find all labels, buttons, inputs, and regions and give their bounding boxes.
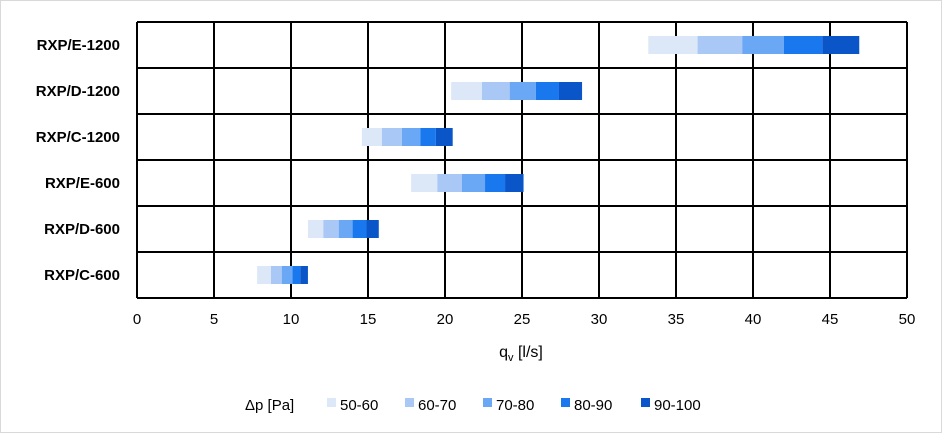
bar-segment-5-2	[281, 266, 293, 284]
bar-segment-1-4	[558, 82, 583, 100]
x-tick-label-9: 45	[822, 311, 839, 328]
bar-segment-3-1	[437, 174, 462, 192]
legend-label-4: 90-100	[654, 397, 701, 414]
legend: Δp [Pa] 50-60 60-70 70-80 80-90 90-100	[245, 397, 701, 414]
x-tick-label-5: 25	[514, 311, 531, 328]
bar-segment-2-1	[381, 128, 402, 146]
bar-segment-1-3	[535, 82, 559, 100]
bar-segment-1-1	[481, 82, 510, 100]
bar-segment-4-4	[366, 220, 379, 238]
bar-segment-3-4	[505, 174, 524, 192]
x-tick-label-3: 15	[360, 311, 377, 328]
bar-segment-5-0	[257, 266, 271, 284]
x-tick-label-10: 50	[899, 311, 916, 328]
x-tick-labels: 0 5 10 15 20 25 30 35 40 45 50	[133, 311, 916, 328]
legend-swatch-0	[327, 398, 336, 407]
bar-segment-4-0	[307, 220, 324, 238]
bar-segment-5-4	[300, 266, 308, 284]
grid	[136, 21, 908, 299]
legend-label-0: 50-60	[340, 397, 378, 414]
bar-segment-2-4	[435, 128, 453, 146]
bar-segment-4-1	[323, 220, 339, 238]
legend-swatch-2	[483, 398, 492, 407]
bar-segment-1-2	[509, 82, 536, 100]
x-tick-label-7: 35	[668, 311, 685, 328]
category-label-1: RXP/D-1200	[36, 83, 120, 100]
bar-segment-2-2	[401, 128, 421, 146]
bar-segment-4-3	[352, 220, 367, 238]
x-tick-label-0: 0	[133, 311, 141, 328]
category-label-4: RXP/D-600	[44, 221, 120, 238]
legend-swatch-3	[561, 398, 570, 407]
bar-segment-1-0	[451, 82, 482, 100]
legend-label-1: 60-70	[418, 397, 456, 414]
category-label-2: RXP/C-1200	[36, 129, 120, 146]
x-axis-title-main: q	[499, 344, 508, 361]
bar-segment-2-3	[420, 128, 436, 146]
bar-segment-2-0	[361, 128, 382, 146]
x-tick-label-8: 40	[745, 311, 762, 328]
x-axis-title-unit: [l/s]	[514, 344, 543, 361]
legend-title: Δp [Pa]	[245, 397, 294, 414]
x-axis-title-subscript: v	[508, 352, 514, 364]
x-axis-title: qv [l/s]	[499, 344, 543, 364]
legend-label-3: 80-90	[574, 397, 612, 414]
category-label-3: RXP/E-600	[45, 175, 120, 192]
bar-segment-0-1	[697, 36, 743, 54]
bar-segment-3-0	[411, 174, 438, 192]
bar-segment-5-3	[292, 266, 301, 284]
category-label-5: RXP/C-600	[44, 267, 120, 284]
bar-segment-0-3	[783, 36, 823, 54]
legend-label-2: 70-80	[496, 397, 534, 414]
x-tick-label-2: 10	[283, 311, 300, 328]
x-tick-label-4: 20	[437, 311, 454, 328]
legend-swatch-1	[405, 398, 414, 407]
bar-segment-3-3	[485, 174, 506, 192]
bars	[257, 36, 860, 284]
bar-segment-0-2	[742, 36, 784, 54]
x-tick-label-6: 30	[591, 311, 608, 328]
bar-segment-4-2	[338, 220, 353, 238]
bar-segment-3-2	[461, 174, 486, 192]
category-labels: RXP/E-1200 RXP/D-1200 RXP/C-1200 RXP/E-600 R…	[36, 37, 120, 284]
bar-segment-5-1	[270, 266, 282, 284]
legend-swatch-4	[641, 398, 650, 407]
bar-segment-0-0	[648, 36, 698, 54]
category-label-0: RXP/E-1200	[37, 37, 120, 54]
x-tick-label-1: 5	[210, 311, 218, 328]
bar-segment-0-4	[822, 36, 860, 54]
